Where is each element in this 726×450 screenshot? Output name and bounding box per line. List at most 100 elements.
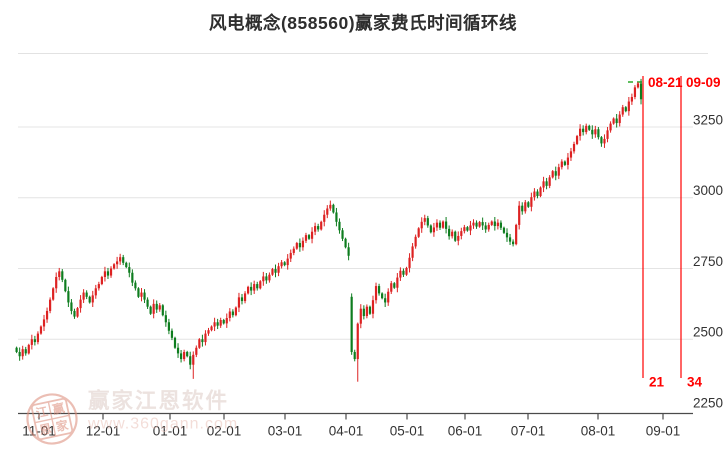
candle-down [429, 225, 432, 233]
candle-up [323, 214, 326, 222]
candle-down [475, 222, 478, 227]
candle-up [234, 307, 238, 316]
candle-up [289, 252, 292, 259]
candle-up [237, 297, 241, 308]
candle-down [146, 299, 149, 307]
candle-up [30, 339, 33, 345]
candle-up [432, 227, 436, 233]
candle-down [122, 257, 125, 263]
candle-up [359, 308, 362, 324]
candle-down [131, 272, 134, 283]
candle-down [134, 282, 137, 289]
candle-up [457, 235, 460, 241]
candle-up [560, 161, 563, 168]
candle-series [15, 78, 643, 382]
candle-down [639, 83, 643, 100]
candle-up [27, 344, 30, 354]
candle-down [231, 311, 234, 316]
candle-up [301, 240, 305, 248]
candle-down [484, 225, 487, 230]
candle-up [417, 228, 420, 237]
candle-up [314, 226, 317, 232]
candle-up [630, 97, 633, 102]
candle-up [515, 224, 518, 245]
candle-up [371, 300, 375, 314]
candle-down [481, 222, 484, 226]
candle-up [79, 299, 82, 309]
candle-up [243, 293, 247, 302]
candle-up [551, 171, 554, 178]
candle-up [39, 326, 43, 334]
candle-up [109, 268, 113, 276]
x-axis-label: 11-01 [22, 424, 56, 439]
watermark-logo: 江赢恩家 [26, 393, 78, 445]
candle-up [585, 125, 588, 133]
watermark-brand-text: 赢家江恩软件 [88, 388, 229, 413]
candle-down [545, 181, 548, 186]
candle-down [88, 296, 91, 303]
candle-down [499, 222, 503, 228]
candle-up [97, 284, 100, 289]
candle-up [310, 231, 314, 239]
candle-down [298, 243, 301, 248]
y-axis-label: 2500 [693, 325, 723, 340]
candle-up [329, 204, 332, 209]
candle-up [387, 291, 390, 303]
candle-down [73, 310, 76, 317]
watermark-logo-cross [34, 414, 70, 424]
candle-down [624, 107, 627, 112]
candle-down [332, 204, 335, 213]
candle-down [536, 191, 539, 197]
candle-down [15, 347, 18, 352]
grid-lines [18, 126, 693, 340]
candle-up [408, 257, 411, 268]
candle-up [463, 227, 466, 232]
candle-up [326, 208, 329, 215]
fib-date-label-bg [646, 75, 684, 90]
candle-down [189, 356, 192, 365]
fib-count-label: 21 [649, 375, 665, 390]
fib-date-label: 09-09 [686, 75, 721, 90]
candle-down [502, 227, 506, 233]
candle-down [381, 293, 384, 299]
candle-up [460, 231, 463, 236]
candle-down [527, 202, 530, 207]
candle-up [219, 320, 222, 326]
candle-down [563, 161, 566, 165]
candle-up [259, 281, 262, 289]
candle-up [295, 243, 298, 249]
candle-up [228, 311, 231, 319]
candle-down [362, 308, 365, 317]
candle-down [201, 339, 204, 343]
candle-up [268, 274, 271, 281]
candle-up [374, 286, 378, 301]
watermark-logo-char: 赢 [51, 400, 66, 417]
candle-down [505, 232, 509, 238]
watermark-logo-circle [26, 393, 78, 445]
fib-date-label-bg [684, 75, 722, 90]
candle-down [338, 221, 341, 231]
candle-down [106, 271, 110, 276]
candle-down [216, 322, 219, 326]
fib-time-line-08-21: 08-21 21 [642, 75, 684, 390]
candle-up [423, 218, 426, 222]
candle-down [597, 129, 600, 138]
candle-down [444, 221, 448, 229]
candle-up [271, 269, 274, 275]
candle-up [42, 319, 46, 327]
candle-up [572, 143, 576, 152]
candle-up [603, 138, 606, 144]
candle-up [542, 181, 545, 188]
candle-down [466, 227, 469, 231]
candle-up [94, 288, 97, 296]
candle-down [240, 297, 244, 302]
x-axis-label: 04-01 [329, 424, 364, 439]
candle-down [493, 221, 496, 227]
candle-up [116, 261, 119, 265]
candle-down [600, 137, 603, 144]
y-axis-label: 3000 [693, 183, 723, 198]
candle-up [478, 222, 481, 227]
candle-down [511, 241, 515, 245]
x-axis-label: 07-01 [511, 424, 546, 439]
